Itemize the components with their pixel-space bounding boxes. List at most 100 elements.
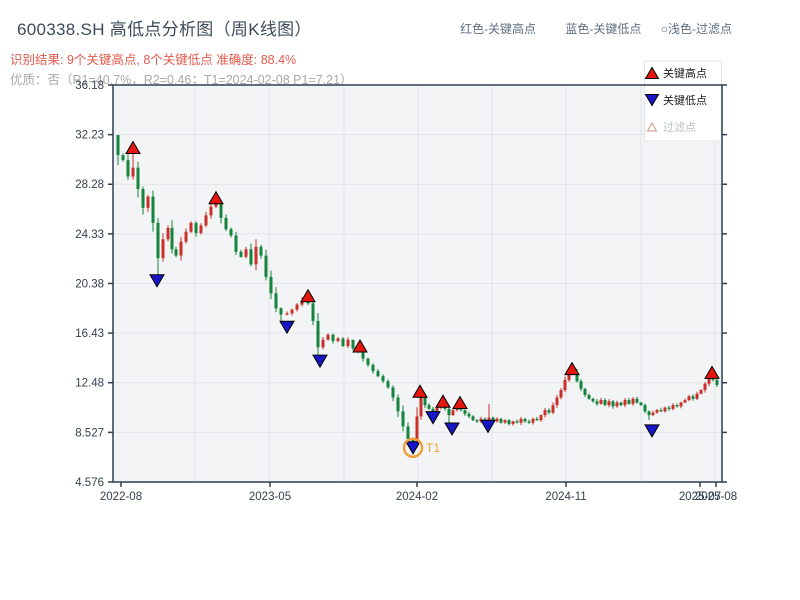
candle-body — [136, 167, 140, 190]
candle-body — [623, 400, 627, 406]
candle-body — [209, 206, 213, 216]
candle-body — [603, 400, 607, 406]
candle-body — [503, 420, 507, 423]
key-low-marker — [644, 424, 660, 438]
candle-body — [346, 339, 350, 347]
key-low-marker — [480, 419, 496, 434]
key-high-marker — [208, 190, 224, 205]
candle-body — [631, 398, 635, 404]
candle-body — [146, 196, 150, 208]
candle-body — [671, 405, 675, 409]
key-high-marker — [704, 365, 720, 379]
candle-body — [295, 304, 299, 310]
candle-body — [519, 418, 523, 423]
candle-body — [523, 418, 527, 422]
candle-body — [244, 249, 248, 257]
y-axis-label: 12.48 — [75, 378, 104, 390]
candle-body — [419, 396, 423, 417]
quality-text: 优质：否（R1=40.7%，R2=0.46；T1=2024-02-08 P1=7… — [10, 73, 353, 87]
x-axis-label: 2022-08 — [100, 491, 142, 503]
candle-body — [679, 402, 683, 407]
key-high-marker — [352, 339, 368, 353]
candle-body — [539, 415, 543, 421]
candle-body — [563, 379, 567, 390]
candle-body — [579, 381, 583, 389]
y-axis-label: 32.23 — [75, 130, 104, 142]
key-high-marker — [300, 288, 316, 303]
candle-body — [184, 231, 188, 242]
candle-body — [151, 196, 155, 223]
legend-item-label: 关键高点 — [663, 66, 707, 80]
candle-body — [567, 373, 571, 380]
candle-body — [615, 402, 619, 407]
candle-body — [351, 339, 355, 349]
candle-body — [300, 300, 304, 305]
legend-light-filtered: ○浅色-过滤点 — [660, 22, 732, 36]
candle-body — [683, 400, 687, 403]
y-axis-label: 4.576 — [75, 477, 104, 489]
candle-body — [224, 217, 228, 230]
legend-blue-key-low: 蓝色-关键低点 — [565, 22, 642, 36]
candle-body — [131, 167, 135, 177]
candle-body — [316, 320, 320, 348]
candle-body — [431, 408, 435, 413]
candle-body — [396, 397, 400, 412]
page-title: 600338.SH 高低点分析图（周K线图） — [17, 20, 312, 39]
key-low-marker — [425, 411, 441, 425]
candle-body — [285, 313, 289, 315]
y-axis-label: 20.38 — [75, 278, 104, 290]
candle-body — [156, 222, 160, 259]
key-low-marker — [444, 422, 460, 436]
candle-body — [179, 241, 183, 256]
candle-body — [463, 410, 467, 414]
candle-body — [234, 235, 238, 252]
candle-body — [595, 401, 599, 404]
key-low-marker — [312, 354, 328, 369]
candle-body — [336, 338, 340, 342]
x-axis-label: 2025-08 — [695, 491, 737, 503]
candle-body — [189, 222, 193, 232]
candle-body — [141, 189, 145, 208]
x-axis-label: 2024-02 — [396, 491, 438, 503]
candle-body — [627, 400, 631, 404]
axis-ticks — [108, 84, 727, 487]
candle-body — [447, 408, 451, 416]
candle-body — [515, 421, 519, 423]
candle-body — [707, 377, 711, 384]
candle-body — [575, 372, 579, 382]
candle-body — [659, 410, 663, 412]
y-axis-labels: 36.18 32.23 28.28 24.33 20.38 16.43 12.48 8.527… — [75, 80, 104, 489]
candle-body — [663, 407, 667, 412]
candle-body — [547, 410, 551, 413]
candle-body — [259, 246, 263, 256]
candle-body — [555, 397, 559, 406]
candle-body — [543, 410, 547, 416]
candle-body — [499, 418, 503, 423]
y-axis-label: 24.33 — [75, 229, 104, 241]
candle-body — [326, 334, 330, 340]
recognition-result-text: 识别结果: 9个关键高点, 8个关键低点 准确度: 88.4% — [10, 53, 297, 67]
candle-body — [341, 338, 345, 347]
legend-red-key-high: 红色-关键高点 — [460, 22, 537, 36]
candle-body — [427, 405, 431, 409]
candle-body — [170, 227, 174, 250]
key-low-marker — [149, 274, 165, 288]
y-axis-label: 28.28 — [75, 179, 104, 191]
candle-body — [599, 400, 603, 404]
candle-body — [551, 405, 555, 413]
candle-body — [531, 418, 535, 423]
candle-body — [249, 249, 253, 265]
candle-body — [495, 418, 499, 422]
x-axis-label: 2025-07 — [679, 491, 721, 503]
candle-body — [699, 389, 703, 394]
gridlines — [113, 85, 722, 482]
candle-body — [214, 202, 218, 207]
candle-body — [290, 309, 294, 314]
key-high-marker — [125, 140, 141, 155]
candle-body — [274, 293, 278, 309]
candle-body — [311, 303, 315, 321]
key-high-marker — [435, 394, 451, 408]
candle-body — [331, 334, 335, 342]
